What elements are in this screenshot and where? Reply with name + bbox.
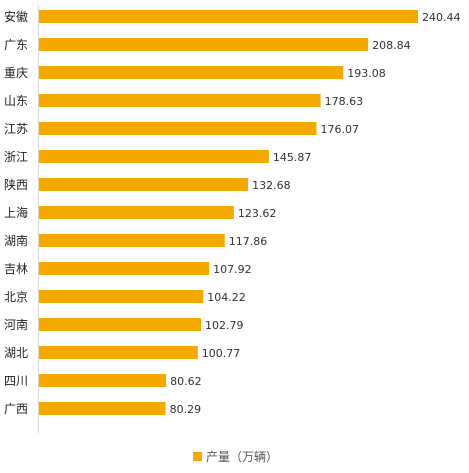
value-label-3: 178.63 [325, 95, 364, 108]
value-label-5: 145.87 [273, 151, 312, 164]
category-label-4: 江苏 [4, 122, 28, 136]
value-label-2: 193.08 [347, 67, 386, 80]
category-label-3: 山东 [4, 94, 28, 108]
category-label-11: 河南 [4, 317, 28, 332]
category-label-6: 陕西 [4, 177, 28, 192]
category-label-5: 浙江 [4, 150, 28, 164]
category-label-7: 上海 [4, 205, 28, 220]
bar-7 [39, 206, 234, 219]
bar-11 [39, 318, 201, 331]
bar-5 [39, 150, 269, 163]
value-label-11: 102.79 [205, 319, 244, 332]
value-label-8: 117.86 [229, 235, 267, 248]
category-label-0: 安徽 [4, 9, 28, 24]
bar-13 [39, 374, 167, 387]
legend: 产量（万辆） [193, 450, 278, 464]
bar-1 [39, 38, 369, 51]
value-label-0: 240.44 [422, 11, 461, 24]
bar-2 [39, 66, 344, 79]
value-label-10: 104.22 [207, 291, 246, 304]
category-label-10: 北京 [4, 290, 28, 304]
labels-layer: 安徽 240.44 广东 208.84 重庆 193.08 山东 178.63 江苏 176.07… [4, 9, 461, 416]
category-label-8: 湖南 [4, 233, 28, 248]
bar-3 [39, 94, 321, 107]
legend-label: 产量（万辆） [206, 450, 278, 464]
bar-6 [39, 178, 249, 191]
value-label-4: 176.07 [321, 123, 360, 136]
category-label-14: 广西 [4, 402, 28, 416]
value-label-12: 100.77 [202, 347, 241, 360]
bar-4 [39, 122, 317, 135]
bar-9 [39, 262, 210, 275]
bar-0 [39, 10, 418, 23]
category-label-2: 重庆 [4, 66, 28, 80]
legend-swatch [193, 452, 202, 461]
category-label-1: 广东 [4, 38, 28, 52]
category-label-13: 四川 [4, 374, 28, 388]
value-label-6: 132.68 [252, 179, 291, 192]
value-label-1: 208.84 [372, 39, 411, 52]
category-label-12: 湖北 [4, 345, 28, 360]
bar-12 [39, 346, 198, 359]
value-label-14: 80.29 [170, 403, 202, 416]
value-label-7: 123.62 [238, 207, 277, 220]
bars-layer [39, 10, 418, 415]
bar-10 [39, 290, 204, 303]
category-label-9: 吉林 [4, 262, 28, 276]
value-label-13: 80.62 [170, 375, 202, 388]
bar-8 [39, 234, 225, 247]
value-label-9: 107.92 [213, 263, 252, 276]
bar-14 [39, 402, 166, 415]
